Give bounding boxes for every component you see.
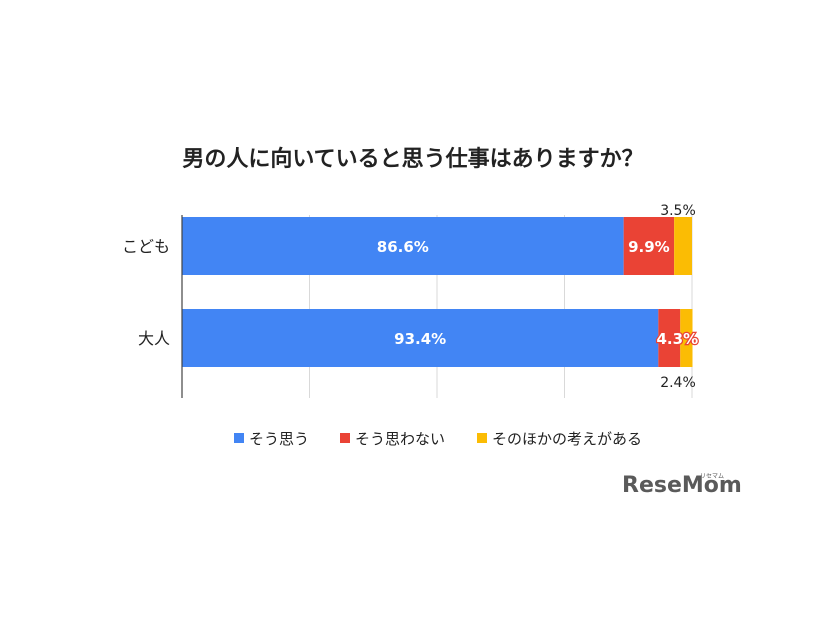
category-label: こども — [122, 237, 170, 256]
logo-ruby: リセマム — [700, 473, 724, 480]
legend-label: そう思わない — [355, 430, 445, 448]
data-label: 4.3% — [657, 330, 699, 348]
data-label: 2.4% — [660, 375, 696, 391]
data-label: 93.4% — [394, 330, 446, 348]
legend-label: そう思う — [249, 430, 309, 448]
bars — [182, 217, 693, 367]
resemom-logo: リセマム ReseMom — [622, 473, 742, 498]
logo-text: ReseMom — [622, 473, 742, 498]
bar-segment — [680, 309, 693, 367]
chart-title: 男の人に向いていると思う仕事はありますか？ — [182, 146, 643, 172]
bar-segment — [623, 217, 675, 275]
data-labels: 86.6% 9.9% 3.5% 93.4% 4.3% 2.4% — [377, 203, 700, 391]
legend-swatch — [234, 433, 244, 443]
data-label: 9.9% — [628, 238, 670, 256]
bar-segment — [182, 217, 624, 275]
bar-segment — [674, 217, 692, 275]
legend-swatch — [340, 433, 350, 443]
bar-segment — [182, 309, 659, 367]
legend-swatch — [477, 433, 487, 443]
legend: そう思う そう思わない そのほかの考えがある — [234, 430, 642, 448]
category-label: 大人 — [138, 329, 170, 348]
data-label: 3.5% — [660, 203, 696, 219]
legend-label: そのほかの考えがある — [492, 430, 642, 448]
data-label: 86.6% — [377, 238, 429, 256]
bar-segment — [658, 309, 681, 367]
